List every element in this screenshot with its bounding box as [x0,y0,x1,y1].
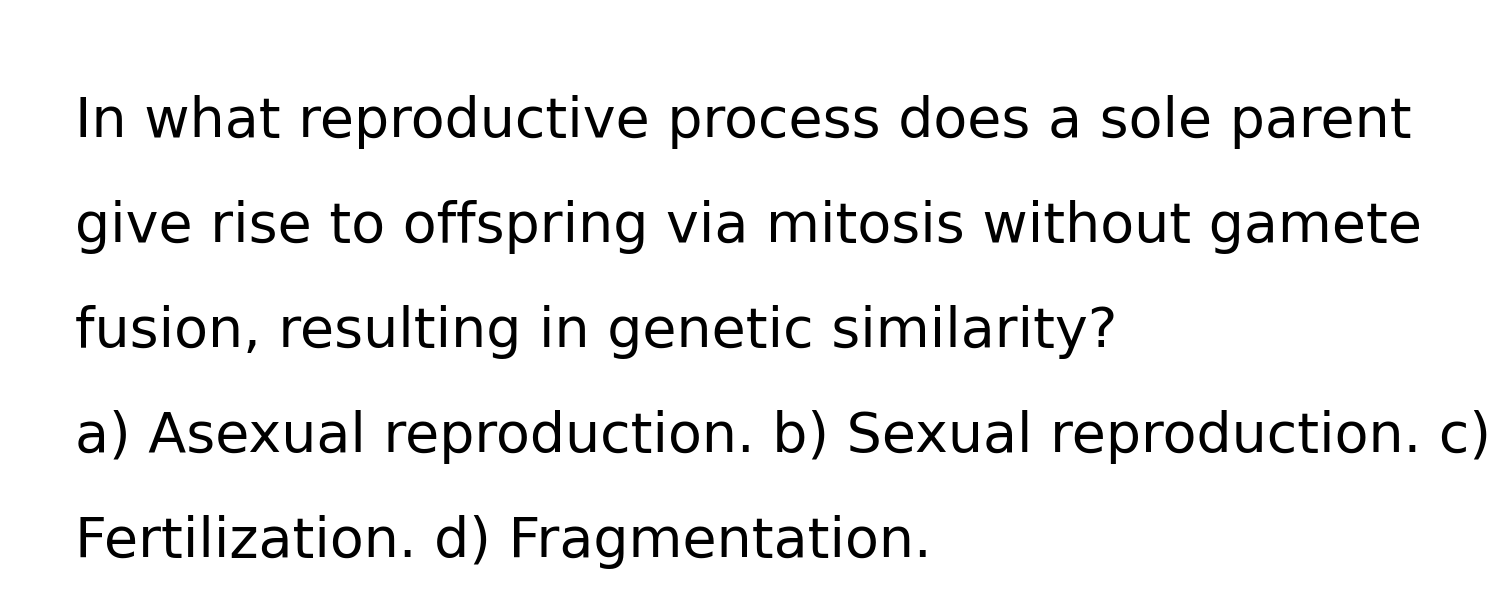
Text: give rise to offspring via mitosis without gamete: give rise to offspring via mitosis witho… [75,200,1422,254]
Text: fusion, resulting in genetic similarity?: fusion, resulting in genetic similarity? [75,305,1118,359]
Text: Fertilization. d) Fragmentation.: Fertilization. d) Fragmentation. [75,515,931,569]
Text: In what reproductive process does a sole parent: In what reproductive process does a sole… [75,95,1411,149]
Text: a) Asexual reproduction. b) Sexual reproduction. c): a) Asexual reproduction. b) Sexual repro… [75,410,1491,464]
